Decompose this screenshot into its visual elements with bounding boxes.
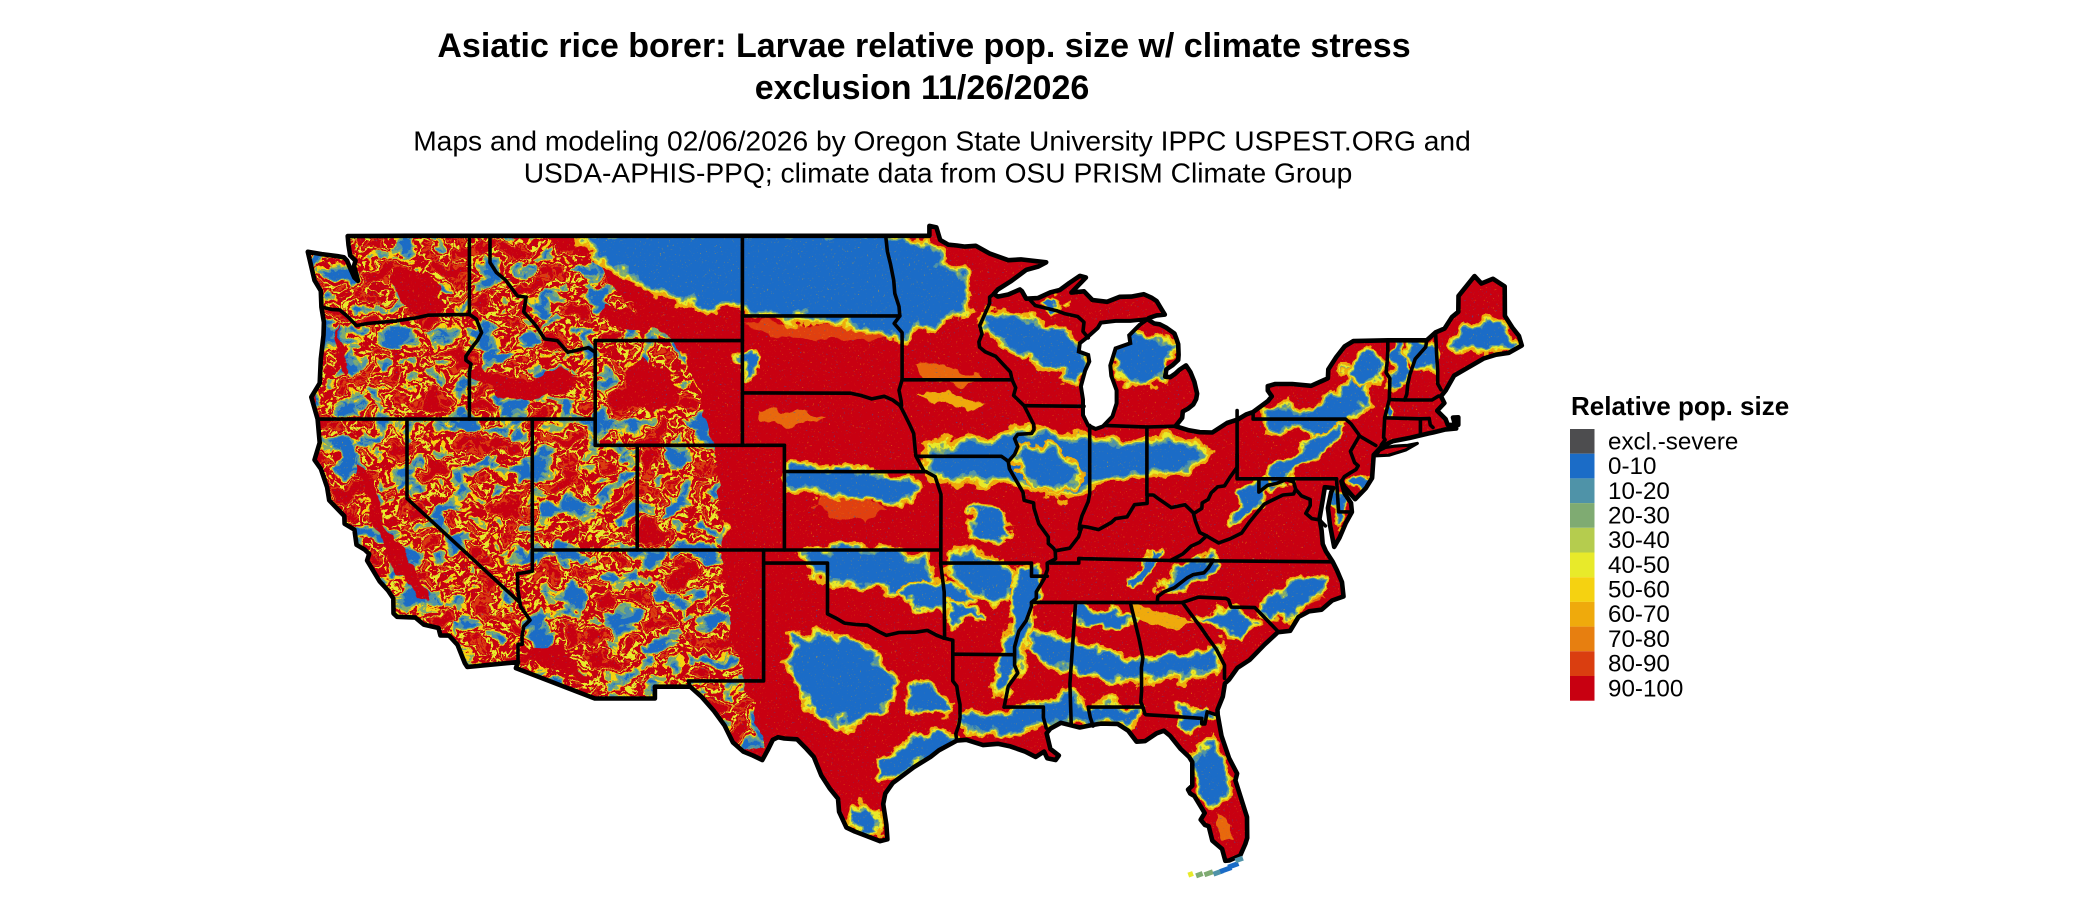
svg-text:USDA-APHIS-PPQ; climate data f: USDA-APHIS-PPQ; climate data from OSU PR… xyxy=(524,157,1353,189)
svg-text:exclusion 11/26/2026: exclusion 11/26/2026 xyxy=(755,69,1090,107)
svg-text:50-60: 50-60 xyxy=(1608,577,1670,604)
svg-text:60-70: 60-70 xyxy=(1608,601,1670,628)
svg-text:10-20: 10-20 xyxy=(1608,478,1670,505)
svg-text:20-30: 20-30 xyxy=(1608,503,1670,530)
svg-text:40-50: 40-50 xyxy=(1608,552,1670,579)
svg-text:Relative pop. size: Relative pop. size xyxy=(1571,391,1789,421)
svg-text:90-100: 90-100 xyxy=(1608,675,1683,702)
svg-text:Asiatic rice borer: Larvae rel: Asiatic rice borer: Larvae relative pop.… xyxy=(437,27,1410,65)
svg-text:excl.-severe: excl.-severe xyxy=(1608,428,1738,455)
svg-text:80-90: 80-90 xyxy=(1608,651,1670,678)
svg-text:70-80: 70-80 xyxy=(1608,626,1670,653)
svg-text:Maps and modeling 02/06/2026 b: Maps and modeling 02/06/2026 by Oregon S… xyxy=(413,125,1471,157)
svg-text:0-10: 0-10 xyxy=(1608,453,1656,480)
svg-text:30-40: 30-40 xyxy=(1608,527,1670,554)
